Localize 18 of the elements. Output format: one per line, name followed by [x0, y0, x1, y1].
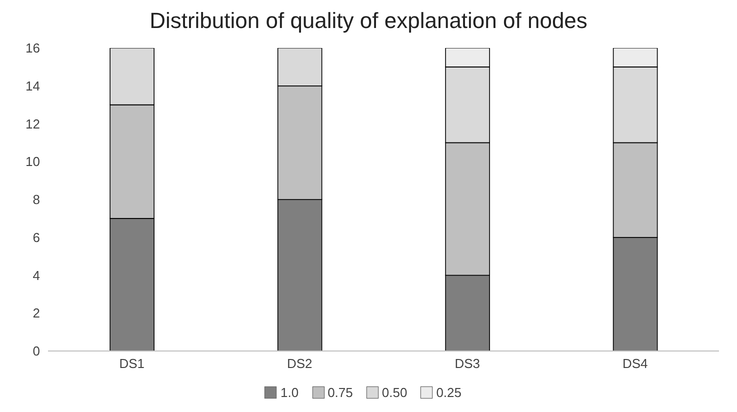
y-tick-label: 12	[26, 116, 40, 132]
y-tick-label: 16	[26, 40, 40, 56]
x-tick-label: DS3	[454, 356, 480, 372]
y-tick-label: 4	[32, 268, 40, 283]
legend-label: 0.75	[328, 385, 353, 400]
y-tick-label: 8	[32, 192, 40, 208]
legend-label: 0.50	[382, 385, 408, 400]
legend-label: 1.0	[280, 385, 299, 400]
x-tick-label: DS1	[119, 356, 145, 372]
legend-label: 0.25	[436, 385, 462, 400]
y-tick-label: 0	[32, 344, 40, 359]
y-tick-label: 6	[32, 230, 40, 245]
y-tick-label: 14	[26, 78, 40, 94]
x-tick-label: DS4	[622, 356, 648, 372]
chart-title: Distribution of quality of explanation of nodes	[148, 8, 588, 34]
x-tick-label: DS2	[286, 356, 312, 372]
y-tick-label: 10	[26, 154, 40, 170]
y-tick-label: 2	[32, 306, 40, 321]
